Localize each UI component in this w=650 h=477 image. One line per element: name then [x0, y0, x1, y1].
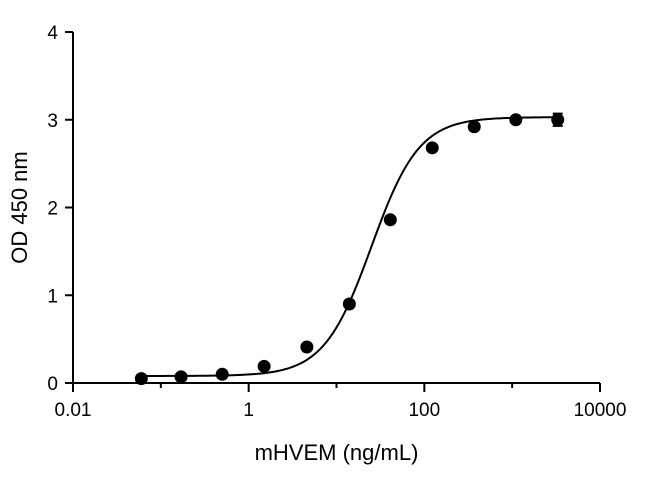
data-point — [509, 113, 523, 127]
data-point — [134, 372, 148, 386]
data-point — [342, 297, 356, 311]
data-point — [383, 213, 397, 227]
y-axis-ticks: 0 1 2 3 4 — [47, 23, 73, 395]
y-tick-label: 3 — [47, 111, 58, 132]
data-point — [300, 340, 314, 354]
x-axis-label: mHVEM (ng/mL) — [255, 440, 419, 465]
data-point — [174, 370, 188, 384]
data-point — [551, 113, 565, 127]
data-points — [134, 112, 565, 386]
x-axis-ticks: 0.01 1 100 10000 — [55, 383, 627, 421]
fit-curve — [141, 116, 558, 377]
data-point — [257, 359, 271, 373]
data-point — [425, 141, 439, 155]
y-tick-label: 1 — [47, 286, 58, 307]
x-tick-label: 10000 — [574, 400, 627, 421]
x-tick-label: 0.01 — [55, 400, 92, 421]
x-tick-label: 1 — [243, 400, 254, 421]
data-point — [467, 120, 481, 134]
y-tick-label: 2 — [47, 199, 58, 220]
y-axis-label: OD 450 nm — [7, 151, 32, 264]
y-tick-label: 4 — [47, 23, 58, 44]
y-tick-label: 0 — [47, 374, 58, 395]
x-tick-label: 100 — [408, 400, 440, 421]
data-point — [215, 367, 229, 381]
